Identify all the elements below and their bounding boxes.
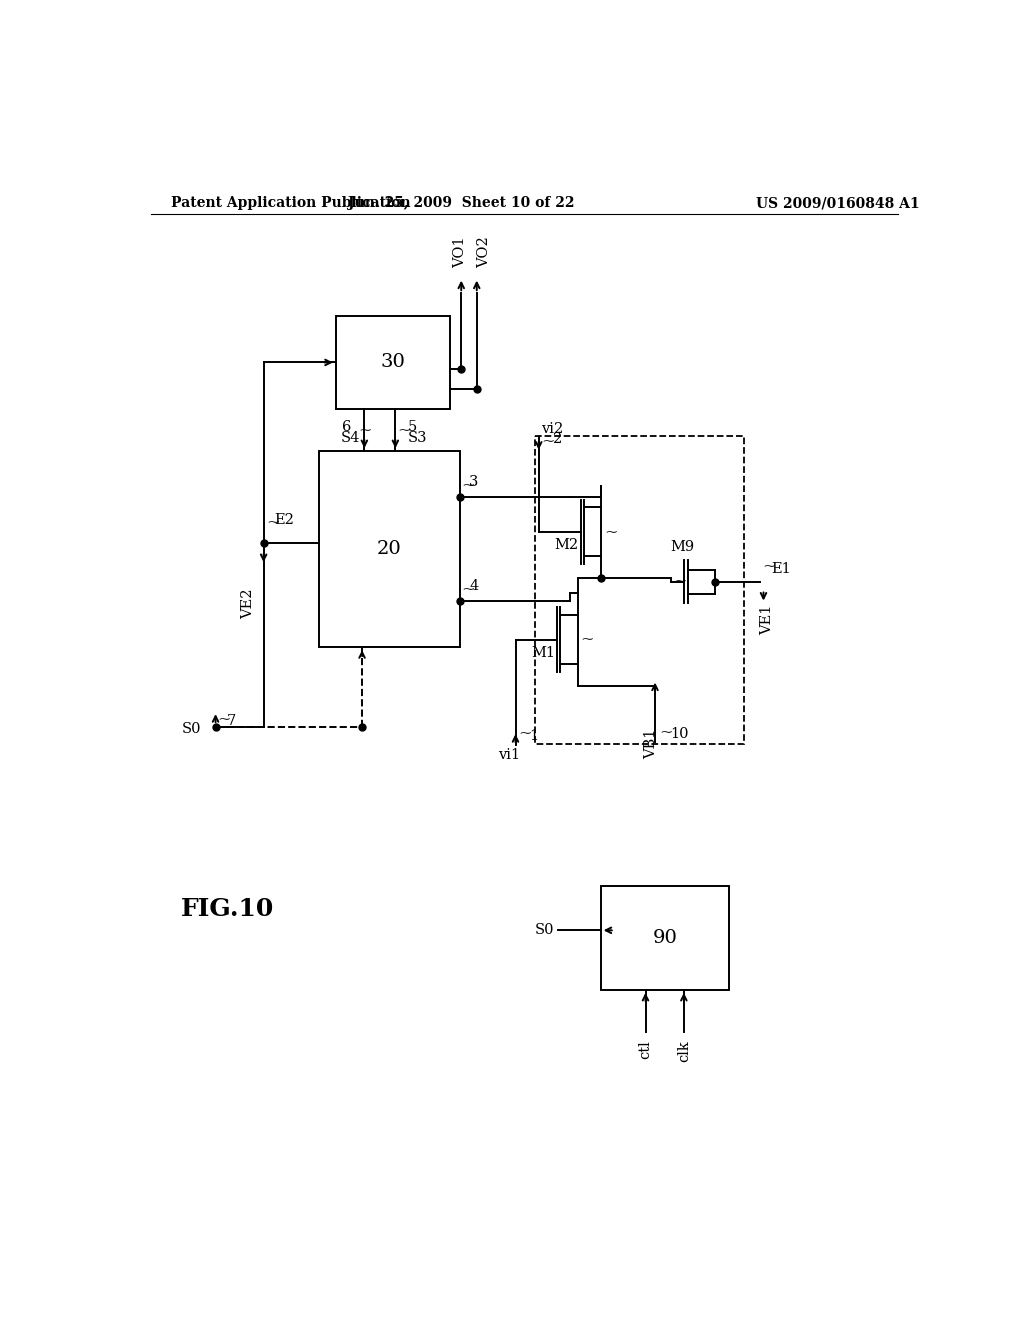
Text: vi2: vi2	[541, 422, 563, 437]
Text: 4: 4	[469, 579, 478, 594]
Text: Jun. 25, 2009  Sheet 10 of 22: Jun. 25, 2009 Sheet 10 of 22	[348, 197, 574, 210]
Text: 90: 90	[652, 929, 677, 946]
Text: 10: 10	[671, 727, 689, 742]
Text: 5: 5	[408, 420, 417, 434]
Text: clk: clk	[677, 1040, 691, 1061]
Text: ~: ~	[541, 432, 555, 449]
Text: ~: ~	[358, 421, 372, 438]
Text: ~: ~	[397, 421, 412, 438]
Text: US 2009/0160848 A1: US 2009/0160848 A1	[756, 197, 920, 210]
Text: ~: ~	[217, 710, 230, 727]
Text: 2: 2	[553, 433, 562, 446]
Text: 6: 6	[342, 420, 351, 434]
Text: Patent Application Publication: Patent Application Publication	[171, 197, 411, 210]
Text: ctl: ctl	[639, 1040, 652, 1059]
Text: S0: S0	[535, 923, 554, 937]
Text: E2: E2	[274, 513, 294, 527]
Text: VO1: VO1	[453, 236, 467, 268]
Text: 1: 1	[529, 729, 539, 743]
Text: VO2: VO2	[477, 236, 492, 268]
Text: E1: E1	[771, 562, 791, 576]
Text: FIG.10: FIG.10	[180, 898, 274, 921]
Text: S3: S3	[408, 430, 427, 445]
Bar	[319, 451, 460, 647]
Text: S0: S0	[182, 722, 202, 735]
Bar	[601, 886, 729, 990]
Text: 30: 30	[380, 354, 406, 371]
Text: 20: 20	[377, 540, 402, 558]
Text: VB1: VB1	[644, 729, 658, 759]
Text: ~: ~	[674, 572, 687, 589]
Text: M2: M2	[554, 537, 579, 552]
Text: ~: ~	[461, 579, 475, 597]
Bar	[535, 436, 744, 743]
Text: ~: ~	[604, 523, 617, 540]
Text: vi1: vi1	[499, 748, 520, 762]
Bar	[336, 317, 450, 409]
Text: ~: ~	[461, 475, 475, 492]
Text: ~: ~	[659, 723, 673, 741]
Text: M1: M1	[531, 645, 555, 660]
Text: 7: 7	[226, 714, 236, 729]
Text: ~: ~	[266, 513, 280, 531]
Text: 3: 3	[469, 475, 478, 490]
Text: S4: S4	[341, 430, 360, 445]
Text: ~: ~	[518, 725, 531, 742]
Text: ~: ~	[762, 557, 775, 574]
Text: ~: ~	[581, 631, 594, 648]
Text: M9: M9	[671, 540, 694, 554]
Text: VE2: VE2	[241, 589, 255, 619]
Text: VE1: VE1	[761, 605, 774, 635]
